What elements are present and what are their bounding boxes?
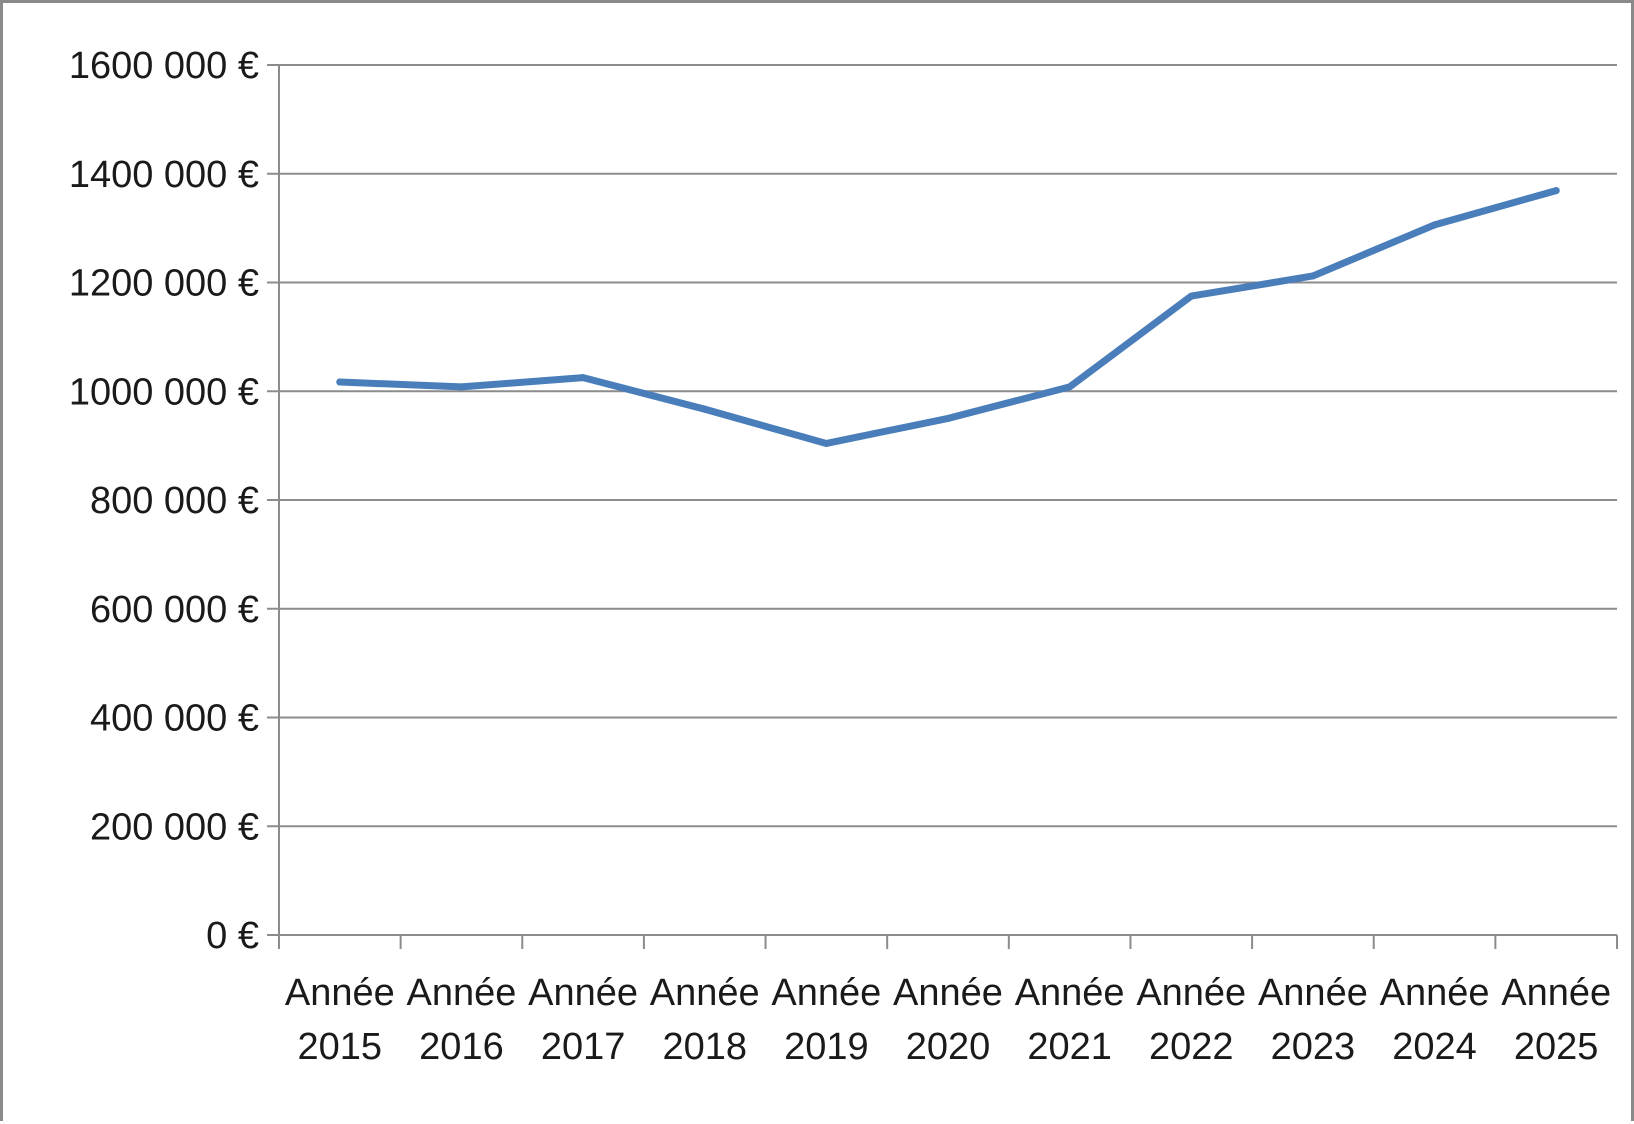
x-tick-label: Année 2022 — [1136, 972, 1246, 1068]
data-point — [1309, 272, 1317, 280]
y-tick-label: 1600 000 € — [69, 45, 259, 87]
x-tick-label: Année 2024 — [1380, 972, 1490, 1068]
line-chart: 0 € 200 000 € 400 000 € 600 000 € 800 000 € 1… — [69, 45, 1618, 1068]
x-tick-label: Année 2017 — [528, 972, 638, 1068]
y-tick-label: 400 000 € — [90, 698, 259, 740]
series-layer — [336, 187, 1560, 447]
x-tick-label: Année 2016 — [407, 972, 517, 1068]
x-tick-label: Année 2025 — [1501, 972, 1611, 1068]
data-point — [457, 383, 465, 391]
data-point — [1187, 292, 1195, 300]
x-tick-label: Année 2021 — [1015, 972, 1125, 1068]
x-tick-label: Année 2015 — [285, 972, 395, 1068]
y-tick-label: 1400 000 € — [69, 154, 259, 196]
y-tick-label: 600 000 € — [90, 589, 259, 631]
y-tick-label: 800 000 € — [90, 480, 259, 522]
x-tick-label: Année 2018 — [650, 972, 760, 1068]
y-tick-label: 200 000 € — [90, 806, 259, 848]
x-tick-label: Année 2020 — [893, 972, 1003, 1068]
data-point — [1066, 383, 1074, 391]
y-tick-label: 1000 000 € — [69, 371, 259, 413]
axes — [267, 64, 1618, 949]
y-tick-label: 1200 000 € — [69, 263, 259, 305]
data-point — [336, 378, 344, 386]
data-point — [579, 374, 587, 382]
data-point — [1552, 187, 1560, 195]
data-point — [1431, 221, 1439, 229]
x-tick-label: Année 2023 — [1258, 972, 1368, 1068]
x-tick-label: Année 2019 — [771, 972, 881, 1068]
data-point — [701, 405, 709, 413]
series-line — [336, 187, 1560, 447]
y-tick-label: 0 € — [206, 915, 259, 957]
gridlines — [279, 64, 1617, 828]
y-tick-labels: 0 € 200 000 € 400 000 € 600 000 € 800 000 € 1… — [69, 45, 259, 957]
data-point — [944, 414, 952, 422]
data-point — [822, 439, 830, 447]
